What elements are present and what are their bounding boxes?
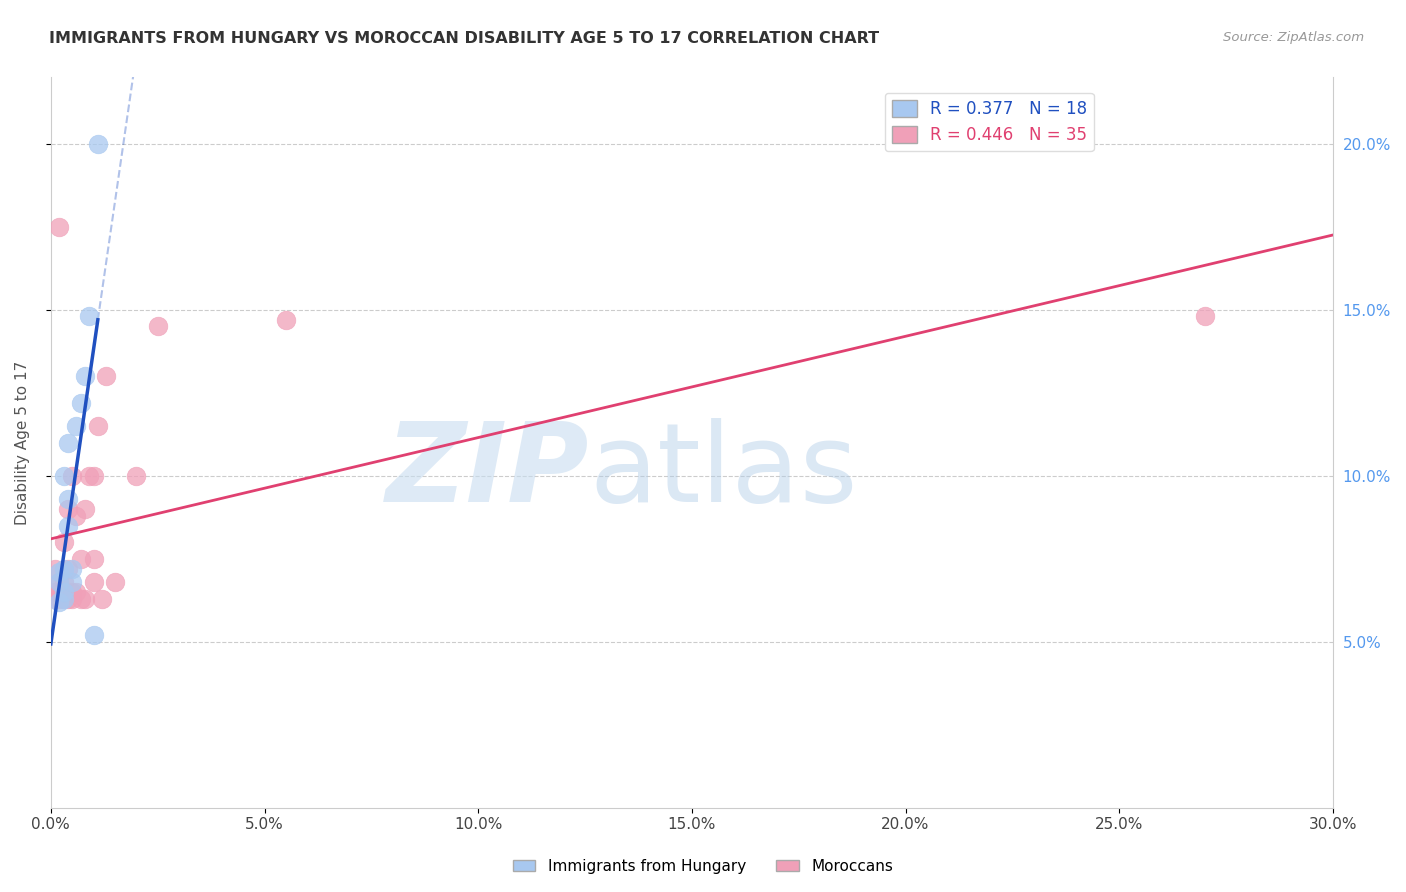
Point [56, 491, 79, 506]
Point [56, 502, 79, 516]
Point [60, 591, 83, 606]
Legend: R = 0.377   N = 18, R = 0.446   N = 35: R = 0.377 N = 18, R = 0.446 N = 35 [884, 93, 1094, 151]
Point [52, 535, 75, 549]
Point [83, 551, 105, 566]
Point [52, 562, 75, 576]
Point [48, 591, 70, 606]
Point [48, 565, 70, 579]
Text: IMMIGRANTS FROM HUNGARY VS MOROCCAN DISABILITY AGE 5 TO 17 CORRELATION CHART: IMMIGRANTS FROM HUNGARY VS MOROCCAN DISA… [49, 31, 879, 46]
Point [69, 551, 91, 566]
Point [83, 628, 105, 642]
Point [48, 574, 70, 589]
Point [48, 585, 70, 599]
Point [125, 468, 148, 483]
Point [52, 574, 75, 589]
Point [73, 502, 96, 516]
Point [52, 468, 75, 483]
Point [65, 585, 87, 599]
Point [56, 591, 79, 606]
Point [52, 585, 75, 599]
Point [96, 369, 118, 384]
Point [60, 574, 83, 589]
Point [83, 574, 105, 589]
Point [48, 595, 70, 609]
Y-axis label: Disability Age 5 to 17: Disability Age 5 to 17 [15, 360, 30, 524]
Point [56, 518, 79, 533]
Point [274, 312, 297, 326]
Text: atlas: atlas [589, 418, 858, 525]
Point [65, 508, 87, 523]
Point [56, 562, 79, 576]
Point [60, 468, 83, 483]
Point [146, 319, 169, 334]
Point [73, 369, 96, 384]
Point [52, 585, 75, 599]
Text: ZIP: ZIP [385, 418, 589, 525]
Point [44, 562, 66, 576]
Point [73, 591, 96, 606]
Point [87, 419, 110, 434]
Point [48, 219, 70, 234]
Point [56, 435, 79, 450]
Point [52, 591, 75, 606]
Point [104, 574, 127, 589]
Point [52, 591, 75, 606]
Point [65, 419, 87, 434]
Point [79, 468, 101, 483]
Text: Source: ZipAtlas.com: Source: ZipAtlas.com [1223, 31, 1364, 45]
Point [69, 395, 91, 409]
Point [60, 585, 83, 599]
Point [87, 136, 110, 151]
Legend: Immigrants from Hungary, Moroccans: Immigrants from Hungary, Moroccans [506, 853, 900, 880]
Point [1194, 310, 1216, 324]
Point [44, 585, 66, 599]
Point [60, 562, 83, 576]
Point [44, 591, 66, 606]
Point [91, 591, 114, 606]
Point [69, 591, 91, 606]
Point [79, 310, 101, 324]
Point [83, 468, 105, 483]
Point [48, 574, 70, 589]
